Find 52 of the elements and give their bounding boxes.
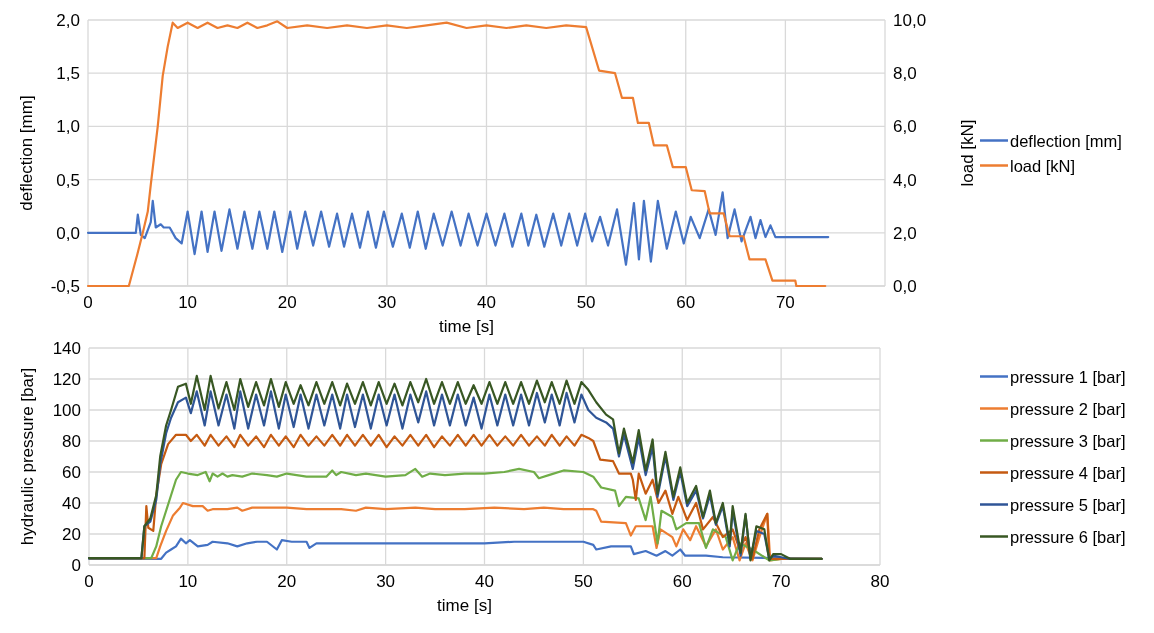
x-tick-label: 40: [475, 572, 494, 591]
x-tick-label: 70: [771, 572, 791, 591]
y-tick-label: -0,5: [50, 277, 80, 296]
y-tick-label: 100: [52, 401, 81, 420]
legend-label: pressure 2 [bar]: [1010, 399, 1126, 418]
y2-axis-title: load [kN]: [958, 119, 977, 187]
x-tick-label: 50: [573, 572, 593, 591]
x-tick-label: 20: [277, 293, 297, 312]
y-tick-label: 0,5: [56, 170, 80, 190]
y-tick-label: 20: [62, 525, 81, 544]
y2-tick-label: 0,0: [893, 277, 917, 296]
legend-label: pressure 6 [bar]: [1010, 527, 1126, 546]
x-tick-label: 30: [376, 572, 396, 591]
y-tick-label: 140: [52, 339, 81, 358]
x-tick-label: 80: [870, 572, 890, 591]
x-tick-label: 0: [83, 293, 93, 312]
x-axis-title: time [s]: [437, 596, 492, 615]
x-tick-label: 40: [477, 293, 496, 312]
legend-label: pressure 3 [bar]: [1010, 431, 1126, 450]
y-tick-label: 60: [62, 463, 81, 482]
y-tick-label: 0: [71, 556, 81, 575]
y-tick-label: 2,0: [56, 11, 80, 30]
x-tick-label: 60: [676, 293, 696, 312]
x-tick-label: 50: [576, 293, 596, 312]
legend-label: deflection [mm]: [1010, 131, 1122, 150]
x-tick-label: 60: [672, 572, 692, 591]
y-tick-label: 40: [62, 494, 81, 513]
line-series: [86, 191, 830, 266]
y2-tick-label: 10,0: [893, 11, 927, 30]
y-axis-title: hydraulic pressure [bar]: [18, 367, 37, 546]
x-tick-label: 0: [84, 572, 94, 591]
y-tick-label: 1,5: [56, 64, 80, 84]
y-tick-label: 80: [62, 432, 81, 451]
line-series: [86, 20, 827, 288]
y2-tick-label: 6,0: [893, 117, 917, 137]
y-tick-label: 0,0: [56, 223, 80, 243]
x-tick-label: 10: [178, 293, 198, 312]
y-tick-label: 1,0: [56, 117, 80, 137]
x-tick-label: 20: [277, 572, 297, 591]
y-tick-label: 120: [52, 370, 81, 389]
legend-label: pressure 4 [bar]: [1010, 463, 1126, 482]
x-tick-label: 70: [775, 293, 795, 312]
legend-label: pressure 5 [bar]: [1010, 495, 1126, 514]
y-axis-title: deflection [mm]: [17, 95, 36, 211]
x-axis-title: time [s]: [439, 317, 494, 336]
x-tick-label: 30: [377, 293, 397, 312]
y2-tick-label: 8,0: [893, 64, 917, 84]
x-tick-label: 10: [178, 572, 198, 591]
y2-tick-label: 2,0: [893, 223, 917, 243]
legend-label: pressure 1 [bar]: [1010, 367, 1126, 386]
y2-tick-label: 4,0: [893, 170, 917, 190]
legend-label: load [kN]: [1010, 156, 1076, 175]
